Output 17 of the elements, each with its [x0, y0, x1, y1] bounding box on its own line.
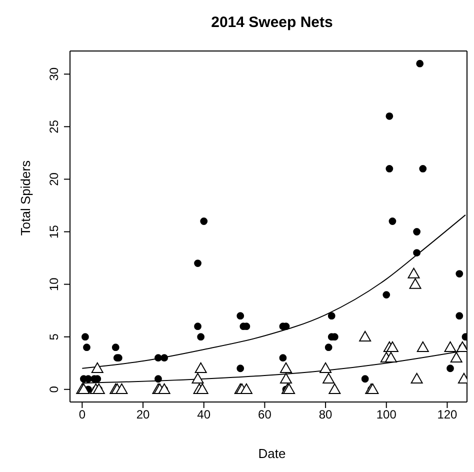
- y-tick-label: 30: [47, 67, 61, 81]
- y-tick-label: 25: [47, 120, 61, 134]
- y-tick-label: 5: [47, 333, 61, 340]
- x-tick-label: 40: [197, 408, 211, 422]
- x-tick-label: 80: [318, 408, 333, 422]
- x-tick-label: 100: [376, 408, 397, 422]
- x-tick-label: 20: [136, 408, 150, 422]
- x-axis-title: Date: [257, 446, 287, 461]
- x-tick-label: 120: [437, 408, 458, 422]
- y-tick-label: 20: [47, 172, 61, 186]
- y-tick-label: 10: [47, 277, 61, 291]
- y-axis-title: Total Spiders: [18, 159, 34, 238]
- x-tick-label: 0: [78, 408, 86, 422]
- chart-title: 2014 Sweep Nets: [210, 14, 334, 31]
- x-tick-label: 60: [258, 408, 272, 422]
- y-tick-label: 0: [47, 386, 61, 393]
- y-tick-label: 15: [47, 224, 61, 238]
